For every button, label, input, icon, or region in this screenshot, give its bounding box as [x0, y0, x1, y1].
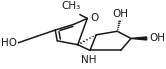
- Text: CH₃: CH₃: [61, 1, 81, 11]
- Text: NH: NH: [81, 55, 96, 65]
- Text: OH: OH: [112, 9, 128, 19]
- Text: O: O: [90, 13, 98, 23]
- Text: OH: OH: [149, 33, 165, 43]
- Polygon shape: [131, 37, 147, 40]
- Text: HO: HO: [1, 38, 17, 48]
